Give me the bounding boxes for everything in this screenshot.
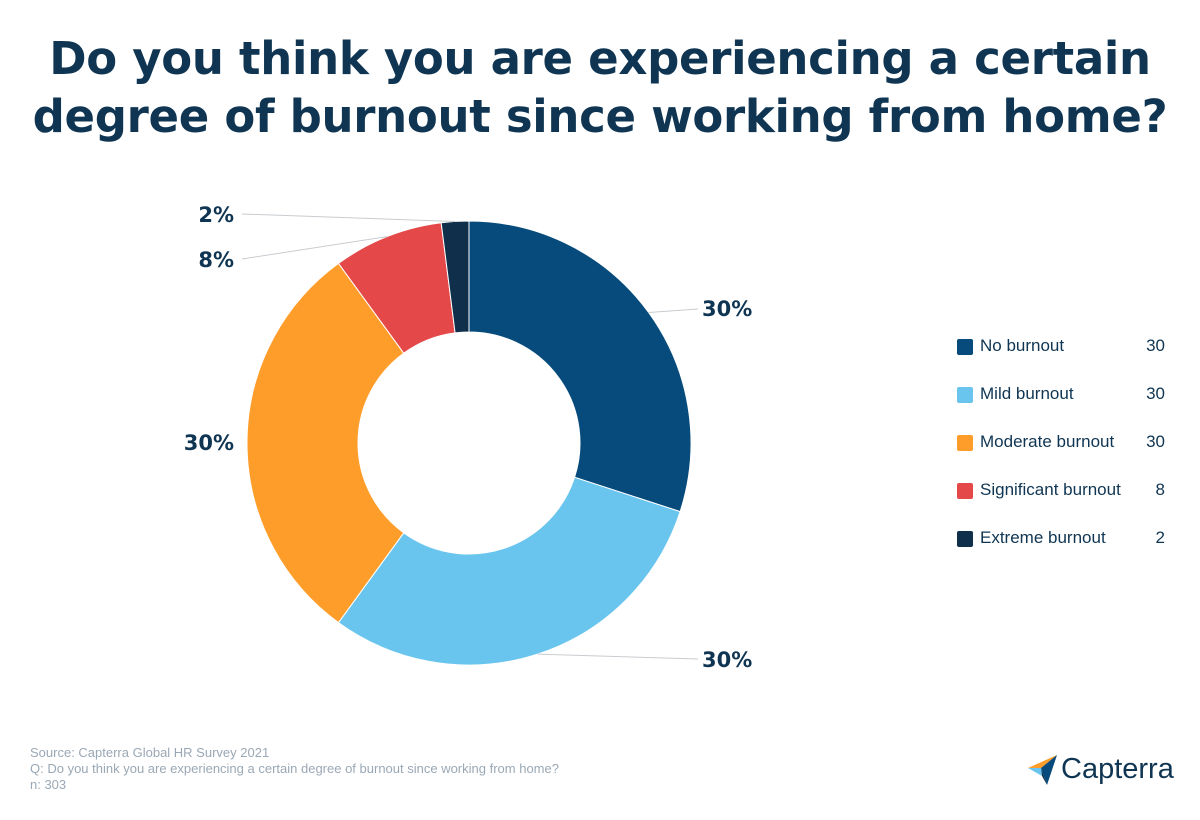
legend-swatch (957, 387, 973, 403)
legend-item-mild-burnout: Mild burnout 30 (957, 382, 1169, 430)
legend-value: 8 (1155, 480, 1165, 499)
leader-line (648, 308, 699, 314)
source-note: Source: Capterra Global HR Survey 2021 Q… (30, 745, 559, 793)
legend-value: 30 (1146, 336, 1165, 355)
legend-swatch (957, 339, 973, 355)
legend-label: Extreme burnout (980, 528, 1106, 547)
capterra-arrow-icon (1028, 755, 1057, 785)
legend-label: Mild burnout (980, 384, 1074, 403)
leader-line (537, 653, 699, 660)
leader-line (241, 213, 456, 222)
legend-item-moderate-burnout: Moderate burnout 30 (957, 430, 1169, 478)
title-line-2: degree of burnout since working from hom… (32, 90, 1168, 143)
data-label: 30% (184, 431, 234, 455)
leader-line (241, 236, 388, 260)
legend-item-no-burnout: No burnout 30 (957, 334, 1169, 382)
source-line: Source: Capterra Global HR Survey 2021 (30, 745, 270, 760)
chart-title: Do you think you are experiencing a cert… (0, 30, 1200, 146)
legend-swatch (957, 483, 973, 499)
donut-slice-extreme-burnout (440, 220, 470, 334)
data-label: 30% (702, 648, 752, 672)
title-line-1: Do you think you are experiencing a cert… (49, 32, 1151, 85)
legend-value: 2 (1155, 528, 1165, 547)
donut-slice-moderate-burnout (246, 262, 405, 624)
legend-value: 30 (1146, 432, 1165, 451)
legend-label: No burnout (980, 336, 1065, 355)
legend: No burnout 30 Mild burnout 30 Moderate b… (957, 334, 1169, 574)
legend-label: Moderate burnout (980, 432, 1115, 451)
capterra-brand: Capterra (1028, 752, 1178, 792)
brand-name: Capterra (1061, 753, 1174, 785)
legend-swatch (957, 435, 973, 451)
data-label: 30% (702, 297, 752, 321)
legend-item-extreme-burnout: Extreme burnout 2 (957, 526, 1169, 574)
data-label: 2% (198, 203, 234, 227)
sample-size-line: n: 303 (30, 777, 67, 792)
legend-item-significant-burnout: Significant burnout 8 (957, 478, 1169, 526)
donut-slice-mild-burnout (337, 476, 681, 666)
legend-label: Significant burnout (980, 480, 1121, 499)
data-labels: 30% 30% 30% 8% 2% (184, 203, 753, 672)
legend-value: 30 (1146, 384, 1165, 403)
data-label: 8% (198, 248, 234, 272)
leader-lines (241, 213, 699, 660)
question-line: Q: Do you think you are experiencing a c… (30, 761, 559, 776)
legend-swatch (957, 531, 973, 547)
donut-slices (246, 220, 692, 666)
donut-slice-no-burnout (468, 220, 692, 513)
